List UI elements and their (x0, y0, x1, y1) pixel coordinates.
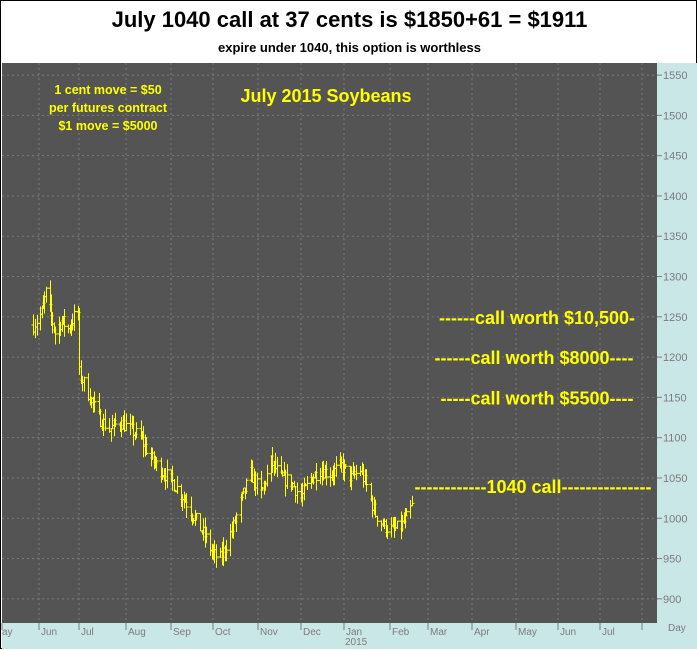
price-bar (184, 493, 189, 519)
price-axis-ticks: 900 950 1000 1050 1100 1150 1200 1250 1300 1350 14… (657, 70, 687, 606)
annotation-call-10500: ------call worth $10,500- (439, 308, 635, 328)
price-bar (204, 526, 209, 544)
annotation-call-5500: -----call worth $5500---- (440, 388, 633, 408)
x-tick-label: Mar (430, 627, 448, 638)
price-axis-panel (657, 63, 697, 649)
price-bar (165, 459, 170, 489)
y-tick-label: 1100 (663, 433, 687, 445)
x-tick-label: Dec (303, 627, 321, 638)
x-tick-label: Feb (392, 627, 410, 638)
price-bar (410, 495, 415, 507)
x-tick-label: Aug (128, 627, 146, 638)
x-tick-label: Jan (346, 627, 362, 638)
price-bar (175, 475, 180, 494)
date-axis-ticks: ay Jun Jul Aug Sep Oct Nov Dec Jan Feb Mar Apr May Ju… (1, 623, 643, 638)
price-bar (265, 464, 270, 487)
y-tick-label: 1300 (663, 272, 687, 284)
y-tick-label: 1050 (663, 473, 687, 485)
x-tick-label: Oct (215, 627, 231, 638)
y-tick-label: 1200 (663, 352, 687, 364)
price-bar (395, 520, 400, 529)
x-tick-label: ay (2, 627, 13, 638)
price-bar (53, 326, 58, 345)
grid-lines (2, 63, 657, 623)
y-tick-label: 1500 (663, 110, 687, 122)
info-line-2: per futures contract (49, 101, 168, 115)
price-bar (364, 469, 369, 492)
plot-area (2, 63, 657, 623)
chart-headline: July 1040 call at 37 cents is $1850+61 =… (111, 7, 588, 32)
chart-subheadline: expire under 1040, this option is worthl… (218, 40, 481, 55)
price-bar (305, 476, 310, 490)
price-bar (214, 544, 219, 568)
y-tick-label: 1000 (663, 513, 687, 525)
price-bar (124, 413, 129, 432)
y-tick-label: 950 (663, 554, 681, 566)
price-bar (234, 512, 239, 533)
price-bar (285, 464, 290, 489)
price-bar (144, 437, 149, 456)
x-tick-label: Jun (560, 627, 576, 638)
x-unit-label: Day (668, 623, 686, 634)
price-bar (324, 461, 329, 486)
y-tick-label: 1550 (663, 70, 687, 82)
price-bar (82, 376, 87, 392)
price-bar (343, 464, 348, 469)
y-tick-label: 1250 (663, 312, 687, 324)
annotation-1040-call: ------------1040 call--------------- (415, 477, 652, 497)
y-tick-label: 1350 (663, 231, 687, 243)
price-bar (404, 508, 409, 517)
info-line-1: 1 cent move = $50 (54, 83, 161, 97)
price-bar (134, 422, 139, 439)
y-tick-label: 900 (663, 594, 681, 606)
price-bar (44, 286, 49, 303)
price-bar (375, 515, 380, 527)
price-bar (334, 456, 339, 477)
contract-info-box: 1 cent move = $50 per futures contract $… (49, 83, 168, 133)
price-bars (31, 280, 415, 568)
price-bar (354, 464, 359, 481)
y-tick-label: 1450 (663, 151, 687, 163)
x-tick-label: Jul (81, 627, 94, 638)
price-bar (385, 525, 390, 539)
price-bar (92, 391, 97, 413)
x-tick-label: Nov (260, 627, 278, 638)
price-bar (113, 412, 118, 428)
call-value-annotations: ------call worth $10,500- ------call wor… (415, 308, 652, 497)
x-tick-label: Apr (474, 627, 490, 638)
annotation-call-8000: ------call worth $8000---- (434, 348, 633, 368)
y-tick-label: 1150 (663, 392, 687, 404)
x-tick-label: Sep (173, 627, 191, 638)
price-bar (224, 539, 229, 562)
price-bar (62, 309, 67, 337)
x-tick-label: Jul (602, 627, 615, 638)
price-bar (72, 304, 77, 331)
date-axis-panel (2, 623, 657, 649)
y-tick-label: 1400 (663, 191, 687, 203)
info-line-3: $1 move = $5000 (58, 119, 157, 133)
chart-title: July 2015 Soybeans (240, 86, 411, 106)
x-year-label: 2015 (345, 637, 368, 648)
price-bar (314, 463, 319, 491)
price-bar (154, 456, 159, 472)
price-bar (244, 478, 249, 494)
price-bar (103, 409, 108, 431)
price-bar (275, 456, 280, 477)
x-tick-label: Jun (41, 627, 57, 638)
price-bar (194, 512, 199, 521)
x-tick-label: May (518, 627, 537, 638)
price-bar (255, 472, 260, 495)
price-bar (295, 482, 300, 504)
